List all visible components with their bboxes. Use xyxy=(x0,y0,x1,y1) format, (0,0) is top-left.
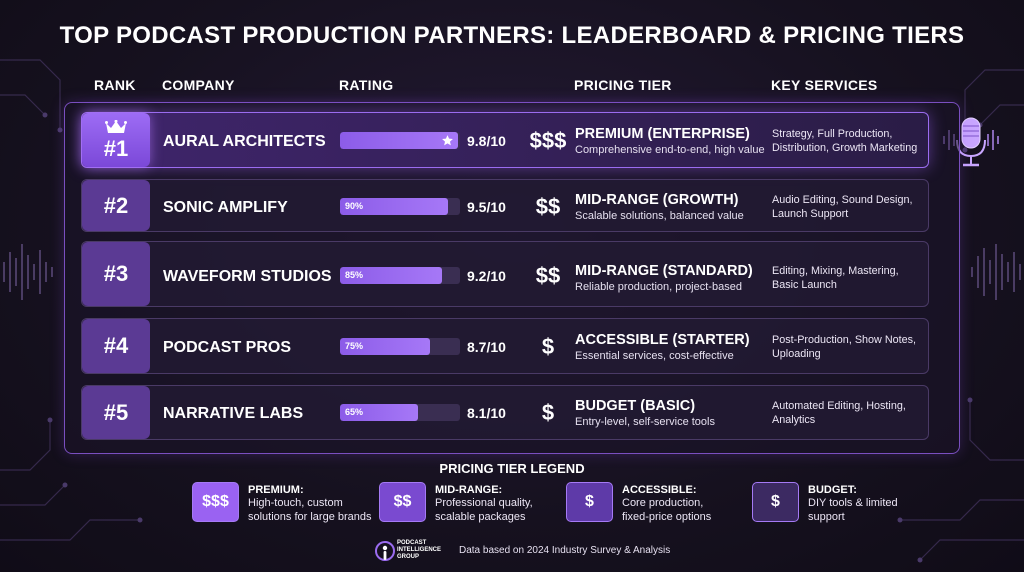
rating-score: 8.7/10 xyxy=(467,339,506,355)
price-symbol: $$$ xyxy=(529,128,567,153)
header-pricing-tier: PRICING TIER xyxy=(574,77,672,93)
company-name: AURAL ARCHITECTS xyxy=(163,133,326,150)
tier-description: Entry-level, self-service tools xyxy=(575,416,715,428)
key-services: Post-Production, Show Notes, Uploading xyxy=(772,334,917,360)
legend-budget-icon: $ xyxy=(752,482,799,522)
rank-badge: #3 xyxy=(82,242,150,306)
tier-description: Comprehensive end-to-end, high value xyxy=(575,144,765,156)
rating-bar-fill: 65% xyxy=(340,404,418,421)
company-name: WAVEFORM STUDIOS xyxy=(163,268,332,285)
rank-label: #2 xyxy=(103,192,129,218)
price-symbol: $$ xyxy=(535,194,561,219)
rank-label: #5 xyxy=(103,399,129,425)
rating-bar-fill: 85% xyxy=(340,267,442,284)
rank-badge: #1 xyxy=(82,113,150,167)
rating-bar: 75% xyxy=(340,338,460,355)
footer-brand-line: GROUP xyxy=(397,554,420,560)
rank-label: #1 xyxy=(103,136,129,161)
page-title: TOP PODCAST PRODUCTION PARTNERS: LEADERB… xyxy=(59,22,965,49)
tier-name: MID-RANGE (STANDARD) xyxy=(575,263,753,279)
tier-name: MID-RANGE (GROWTH) xyxy=(575,192,739,208)
legend-accessible-icon: $ xyxy=(566,482,613,522)
table-row[interactable]: #3 WAVEFORM STUDIOS 85% 9.2/10 $$ MID-RA… xyxy=(81,241,929,307)
rank-label: #4 xyxy=(103,333,129,358)
legend-title: PRICING TIER LEGEND xyxy=(439,461,585,476)
footer-brand: PODCAST INTELLIGENCE GROUP xyxy=(397,540,457,561)
legend-accessible-desc: Core production, fixed-price options xyxy=(622,497,712,523)
key-services: Editing, Mixing, Mastering, Basic Launch xyxy=(772,265,899,291)
key-services: Audio Editing, Sound Design, Launch Supp… xyxy=(772,194,913,220)
rating-bar-fill: 75% xyxy=(340,338,430,355)
rank-badge: #4 xyxy=(82,319,150,373)
rating-score: 9.2/10 xyxy=(467,268,506,284)
legend-mid-range-icon: $$ xyxy=(379,482,426,522)
rating-bar-fill: 90% xyxy=(340,198,448,215)
rating-score: 8.1/10 xyxy=(467,405,506,421)
tier-description: Essential services, cost-effective xyxy=(575,350,734,362)
crown-icon xyxy=(105,120,127,133)
company-name: NARRATIVE LABS xyxy=(163,405,304,422)
tier-name: BUDGET (BASIC) xyxy=(575,398,696,414)
footer-brand-line: INTELLIGENCE xyxy=(397,547,442,553)
header-key-services: KEY SERVICES xyxy=(771,77,878,93)
company-name: SONIC AMPLIFY xyxy=(163,199,288,216)
tier-description: Reliable production, project-based xyxy=(575,281,742,293)
rating-bar-label: 65% xyxy=(345,407,364,417)
rating-score: 9.8/10 xyxy=(467,133,506,149)
price-symbol: $$ xyxy=(535,263,561,288)
podcast-intelligence-logo-icon xyxy=(375,541,395,561)
table-row[interactable]: #5 NARRATIVE LABS 65% 8.1/10 $ BUDGET (B… xyxy=(81,385,929,440)
footer-note: Data based on 2024 Industry Survey & Ana… xyxy=(459,545,671,556)
legend-mid-range-desc: Professional quality, scalable packages xyxy=(435,497,533,523)
price-symbol: $ xyxy=(541,400,555,425)
header-rank: RANK xyxy=(94,77,136,93)
rating-bar: 65% xyxy=(340,404,460,421)
rank-label: #3 xyxy=(103,261,129,286)
rating-bar-fill xyxy=(340,132,458,149)
rank-badge: #2 xyxy=(82,180,150,231)
table-row[interactable]: #1 AURAL ARCHITECTS 9.8/10 $$$ PREMIUM (… xyxy=(81,112,929,168)
tier-name: PREMIUM (ENTERPRISE) xyxy=(575,126,750,142)
table-row[interactable]: #2 SONIC AMPLIFY 90% 9.5/10 $$ MID-RANGE… xyxy=(81,179,929,232)
footer-brand-line: PODCAST xyxy=(397,540,427,546)
rating-bar xyxy=(340,132,460,149)
company-name: PODCAST PROS xyxy=(163,339,292,356)
tier-description: Scalable solutions, balanced value xyxy=(575,210,744,222)
legend-premium-name: PREMIUM: xyxy=(248,484,304,496)
rating-bar-label: 90% xyxy=(345,201,364,211)
rating-bar: 90% xyxy=(340,198,460,215)
price-symbol: $ xyxy=(541,334,555,359)
rating-bar-label: 85% xyxy=(345,270,364,280)
legend-premium-icon: $$$ xyxy=(192,482,239,522)
key-services: Strategy, Full Production, Distribution,… xyxy=(772,128,918,154)
legend-mid-range-name: MID-RANGE: xyxy=(435,484,503,496)
legend-budget-desc: DIY tools & limited support xyxy=(808,497,898,523)
rating-bar: 85% xyxy=(340,267,460,284)
table-row[interactable]: #4 PODCAST PROS 75% 8.7/10 $ ACCESSIBLE … xyxy=(81,318,929,374)
rating-bar-label: 75% xyxy=(345,341,364,351)
rank-badge: #5 xyxy=(82,386,150,439)
legend-premium-desc: High-touch, custom solutions for large b… xyxy=(248,497,372,523)
key-services: Automated Editing, Hosting, Analytics xyxy=(772,400,906,426)
header-rating: RATING xyxy=(339,77,394,93)
star-icon xyxy=(441,135,453,146)
legend-budget-name: BUDGET: xyxy=(808,484,857,496)
header-company: COMPANY xyxy=(162,77,235,93)
tier-name: ACCESSIBLE (STARTER) xyxy=(575,332,750,348)
legend-accessible-name: ACCESSIBLE: xyxy=(622,484,697,496)
rating-score: 9.5/10 xyxy=(467,199,506,215)
